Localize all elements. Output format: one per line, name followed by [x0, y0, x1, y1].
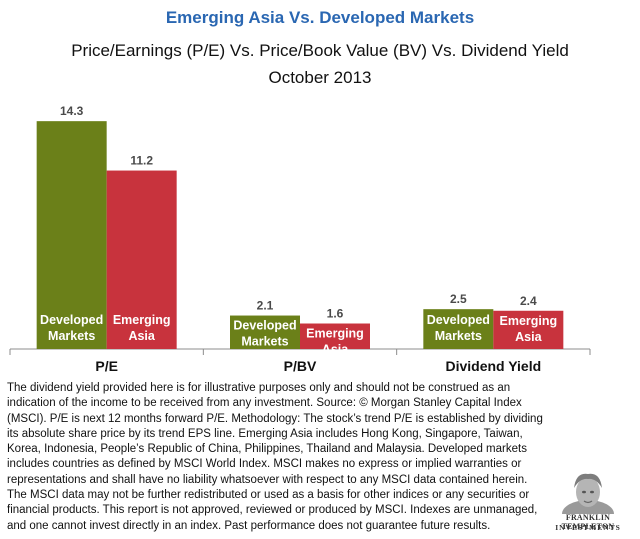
series-label: Emerging: [306, 327, 364, 341]
category-label: Dividend Yield: [445, 358, 541, 374]
series-label: Asia: [322, 343, 349, 357]
bar-developed-markets: [423, 309, 494, 349]
bar-chart: 14.3 Developed Markets 11.2 Emerging Asia P/E 2…: [9, 104, 591, 374]
founder-portrait-icon: [562, 473, 614, 528]
series-label: Asia: [515, 330, 542, 344]
brand-subname: INVESTMENTS: [555, 523, 621, 532]
bar-emerging-asia: [300, 323, 370, 349]
data-label: 14.3: [60, 104, 84, 118]
series-label: Markets: [241, 335, 288, 349]
data-label: 11.2: [130, 154, 153, 168]
series-label: Emerging: [113, 313, 171, 327]
brand-name: FRANKLIN TEMPLETON: [561, 513, 615, 531]
footnote: The dividend yield provided here is for …: [7, 382, 543, 532]
brand-logo: FRANKLIN TEMPLETON INVESTMENTS: [540, 470, 636, 532]
series-label: Markets: [48, 329, 95, 343]
bar-developed-markets: [230, 315, 300, 349]
series-label: Asia: [128, 329, 155, 343]
series-label: Developed: [40, 313, 103, 327]
category-label: P/BV: [284, 358, 317, 374]
data-label: 2.4: [520, 294, 537, 308]
bar-developed-markets: [36, 121, 107, 349]
bar-emerging-asia: [493, 310, 564, 349]
series-label: Developed: [233, 319, 296, 333]
bar-emerging-asia: [106, 170, 177, 349]
data-label: 2.5: [450, 292, 467, 306]
chart-subtitle: Price/Earnings (P/E) Vs. Price/Book Valu…: [71, 41, 569, 60]
series-label: Emerging: [500, 314, 558, 328]
data-label: 1.6: [327, 307, 344, 321]
series-label: Markets: [435, 329, 482, 343]
data-label: 2.1: [257, 299, 274, 313]
chart-title: Emerging Asia Vs. Developed Markets: [165, 8, 475, 27]
series-label: Developed: [427, 313, 490, 327]
category-label: P/E: [95, 358, 118, 374]
chart-date: October 2013: [268, 68, 372, 87]
